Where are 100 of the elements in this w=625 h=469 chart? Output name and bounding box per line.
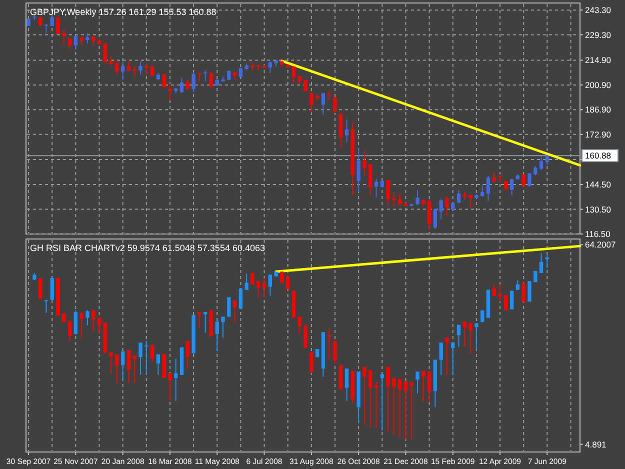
candlestick — [56, 16, 60, 34]
y-tick-label: 172.90 — [585, 129, 612, 140]
candlestick — [138, 342, 142, 376]
candlestick — [380, 374, 384, 432]
candlestick — [427, 200, 432, 230]
candlestick — [227, 70, 231, 80]
candlestick — [180, 78, 184, 94]
candlestick — [498, 284, 502, 302]
candlestick — [528, 172, 532, 188]
candlestick — [344, 368, 349, 402]
candlestick — [344, 119, 349, 143]
candlestick — [492, 284, 496, 296]
candlestick — [74, 36, 78, 50]
candlestick — [132, 65, 136, 77]
candlestick — [80, 312, 84, 339]
candlestick — [486, 175, 490, 202]
candlestick — [534, 166, 538, 176]
candlestick — [333, 96, 337, 114]
candlestick — [126, 60, 131, 72]
candlestick — [416, 371, 420, 394]
candlestick — [398, 192, 402, 207]
candlestick — [268, 60, 272, 74]
candlestick — [298, 316, 302, 336]
candlestick — [439, 342, 443, 376]
y-tick-label: 229.30 — [585, 30, 612, 40]
candlestick — [474, 322, 478, 351]
candlestick — [268, 274, 272, 296]
candlestick — [339, 113, 343, 148]
candlestick — [451, 342, 455, 376]
y-tick-label: 144.50 — [585, 180, 612, 190]
candlestick — [204, 312, 208, 334]
y-tick-label: 243.30 — [585, 5, 612, 16]
candlestick — [386, 179, 390, 206]
candlestick — [126, 350, 131, 384]
candlestick — [144, 340, 148, 376]
candlestick — [368, 370, 372, 429]
candlestick — [292, 66, 296, 84]
candlestick — [44, 299, 48, 314]
candlestick — [386, 366, 390, 432]
candlestick — [174, 358, 178, 402]
candlestick — [74, 310, 78, 336]
candlestick — [120, 350, 125, 380]
candlestick — [244, 273, 248, 290]
y-tick-label: 186.90 — [585, 104, 612, 115]
y-tick-label: 64.2007 — [585, 240, 616, 250]
candlestick — [227, 296, 231, 318]
candlestick — [374, 178, 378, 198]
candlestick — [516, 280, 520, 290]
candlestick — [445, 337, 449, 376]
candlestick — [209, 72, 214, 88]
candlestick — [356, 147, 360, 192]
candlestick — [186, 340, 190, 370]
y-tick-label: 4.891 — [585, 439, 607, 450]
candlestick — [522, 174, 526, 188]
candlestick — [115, 354, 119, 384]
candlestick — [392, 377, 396, 436]
candlestick — [132, 354, 136, 384]
candlestick — [504, 294, 508, 311]
candlestick — [92, 310, 96, 332]
candlestick — [522, 282, 526, 303]
candlestick — [310, 92, 314, 113]
candlestick — [256, 280, 260, 298]
y-tick-label: 116.50 — [585, 228, 611, 239]
candlestick — [168, 83, 172, 101]
candlestick — [539, 252, 544, 274]
candlestick — [50, 278, 54, 300]
candlestick — [510, 290, 514, 310]
candlestick — [321, 92, 326, 116]
candlestick — [492, 172, 496, 184]
candlestick — [120, 60, 125, 80]
candlestick — [86, 32, 90, 44]
candlestick — [528, 280, 532, 302]
candlestick — [168, 372, 172, 402]
candlestick — [198, 312, 202, 329]
candlestick — [368, 164, 372, 196]
candlestick — [468, 194, 472, 209]
candlestick — [150, 344, 154, 362]
candlestick — [44, 24, 48, 34]
chart-title: GBPJPY,Weekly 157.26 161.29 155.53 160.88 — [30, 7, 216, 17]
candlestick — [404, 380, 408, 440]
candlestick — [398, 378, 402, 438]
candlestick — [392, 192, 396, 206]
candlestick — [62, 30, 66, 46]
candlestick — [97, 317, 102, 334]
y-tick-label: 130.50 — [585, 204, 612, 214]
candlestick — [333, 340, 337, 364]
candlestick — [445, 196, 449, 216]
candlestick — [262, 278, 266, 298]
candlestick — [186, 79, 190, 90]
candlestick — [462, 320, 466, 348]
candlestick — [215, 320, 219, 352]
candlestick — [480, 184, 484, 198]
y-tick-label: 200.90 — [585, 80, 612, 90]
candlestick — [539, 156, 544, 171]
candlestick — [362, 366, 366, 425]
candlestick — [427, 371, 432, 403]
candlestick — [156, 354, 160, 376]
y-tick-label: 214.90 — [585, 55, 612, 66]
candlestick — [192, 72, 196, 93]
candlestick — [327, 328, 331, 360]
